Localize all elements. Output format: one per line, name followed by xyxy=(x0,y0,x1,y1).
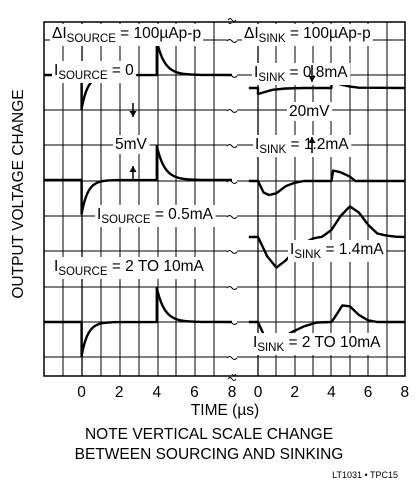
axis-break-mark xyxy=(226,356,238,360)
x-tick-label: 8 xyxy=(400,384,409,401)
figure-credit: LT1031 • TPC15 xyxy=(332,470,398,480)
sink-series-line xyxy=(248,205,405,269)
x-tick-label: 2 xyxy=(290,384,299,401)
series-label-sink-2-10: ISINK = 2 TO 10mA xyxy=(253,334,381,354)
x-tick-label: 6 xyxy=(190,384,199,401)
label-backdrop xyxy=(287,102,333,121)
sink-scale-arrow-down-head xyxy=(308,76,316,82)
chart-curves xyxy=(44,39,405,358)
sink-series-line xyxy=(248,80,405,96)
source-scale-arrow-up-head xyxy=(129,166,137,172)
label-backdrop xyxy=(288,240,387,262)
label-backdrop xyxy=(52,257,207,279)
series-label-sink-14: ISINK = 1.4mA xyxy=(290,241,384,261)
sink-scale-arrow-up-head xyxy=(308,137,316,143)
series-label-sink-08: ISINK = 0.8mA xyxy=(254,64,348,84)
note-line-1: NOTE VERTICAL SCALE CHANGE xyxy=(84,426,334,443)
source-series-line xyxy=(44,144,233,216)
x-tick-label: 4 xyxy=(152,384,161,401)
axis-break-mark xyxy=(226,286,238,290)
axis-break-mark xyxy=(226,39,238,43)
axis-break-mark xyxy=(226,215,238,219)
x-tick-label: 6 xyxy=(364,384,373,401)
sink-header-label: ΔISINK = 100µAp-p xyxy=(244,25,371,45)
source-scale-label: 5mV xyxy=(115,136,148,153)
source-header-label: ΔISOURCE = 100µAp-p xyxy=(52,25,201,45)
label-backdrop xyxy=(113,135,150,154)
note-line-2: BETWEEN SOURCING AND SINKING xyxy=(74,446,344,463)
label-backdrop xyxy=(95,205,216,227)
x-tick-label: 4 xyxy=(327,384,336,401)
source-series-line xyxy=(44,286,233,358)
label-backdrop xyxy=(253,135,352,157)
series-label-source-05: ISOURCE = 0.5mA xyxy=(97,206,214,226)
label-backdrop xyxy=(251,333,384,355)
source-scale-arrow-down-head xyxy=(129,111,137,117)
axis-break-mark xyxy=(226,109,238,113)
axis-break-mark xyxy=(226,250,238,254)
series-label-source-0: ISOURCE = 0 xyxy=(54,62,134,82)
sink-series-line xyxy=(248,169,405,197)
label-backdrop xyxy=(52,61,137,83)
y-axis-label: OUTPUT VOLTAGE CHANGE xyxy=(10,89,27,298)
label-backdrop xyxy=(50,24,204,46)
series-label-source-2-10: ISOURCE = 2 TO 10mA xyxy=(54,258,205,278)
x-tick-label: 8 xyxy=(228,384,237,401)
axis-break-gap xyxy=(227,24,237,374)
plot-frame xyxy=(43,21,406,377)
x-tick-label: 0 xyxy=(77,384,86,401)
x-tick-label: 2 xyxy=(115,384,124,401)
x-axis-label: TIME (µs) xyxy=(191,402,259,419)
sink-scale-label: 20mV xyxy=(289,103,330,120)
label-backdrop xyxy=(252,63,351,85)
x-tick-label: 0 xyxy=(254,384,263,401)
axis-break-mark xyxy=(226,144,238,148)
series-label-sink-12: ISINK = 1.2mA xyxy=(255,136,349,156)
label-backdrop xyxy=(242,24,373,46)
chart-annotations: ΔISOURCE = 100µAp-p ΔISINK = 100µAp-p ISOU… xyxy=(50,24,387,355)
